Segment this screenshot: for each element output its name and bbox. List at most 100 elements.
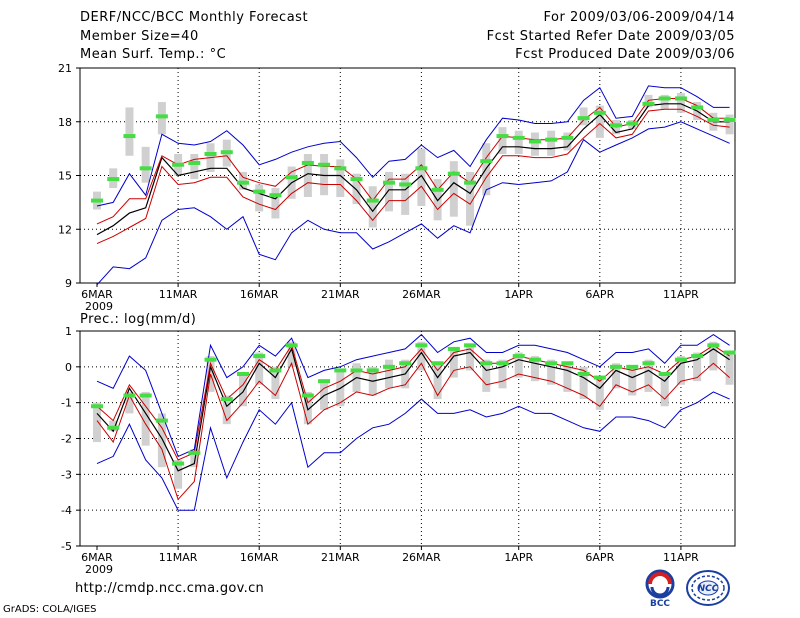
prec-spread-box bbox=[384, 359, 393, 389]
prec-y-tick-label: -2 bbox=[61, 433, 72, 446]
prec-forecast-marker bbox=[301, 393, 314, 398]
chart-title: DERF/NCC/BCC Monthly Forecast bbox=[80, 10, 309, 25]
prec-forecast-marker bbox=[269, 368, 282, 373]
prec-spread-box bbox=[563, 363, 572, 392]
prec-forecast-marker bbox=[204, 357, 217, 362]
temp-spread-box bbox=[595, 105, 604, 138]
temp-forecast-marker bbox=[447, 171, 460, 176]
temp-forecast-marker bbox=[626, 121, 639, 126]
prec-spread-box bbox=[125, 391, 134, 414]
prec-spread-box bbox=[466, 345, 475, 371]
temp-spread-box bbox=[384, 171, 393, 212]
temp-spread-box bbox=[336, 159, 345, 197]
temp-spread-box bbox=[660, 94, 669, 110]
temp-spread-box bbox=[320, 154, 329, 196]
prec-forecast-marker bbox=[723, 350, 736, 355]
temp-spread-box bbox=[676, 93, 685, 113]
temp-forecast-marker bbox=[545, 137, 558, 142]
temp-forecast-marker bbox=[674, 96, 687, 101]
temp-spread-box bbox=[271, 188, 280, 219]
temp-forecast-marker bbox=[155, 114, 168, 119]
prec-forecast-marker bbox=[285, 343, 298, 348]
temp-spread-box bbox=[547, 130, 556, 156]
prec-spread-box bbox=[498, 359, 507, 389]
prec-forecast-marker bbox=[447, 346, 460, 351]
prec-forecast-marker bbox=[188, 450, 201, 455]
temp-upper-red-line bbox=[96, 98, 730, 225]
temp-spread-box bbox=[530, 132, 539, 156]
prec-y-tick-label: 1 bbox=[65, 325, 72, 338]
temperature-panel-title: Mean Surf. Temp.: °C bbox=[80, 47, 227, 62]
prec-forecast-marker bbox=[220, 397, 233, 402]
temp-forecast-marker bbox=[415, 166, 428, 171]
prec-spread-box bbox=[287, 341, 296, 367]
prec-spread-box bbox=[579, 366, 588, 400]
prec-spread-box bbox=[676, 356, 685, 385]
temp-forecast-marker bbox=[188, 160, 201, 165]
temp-x-tick-label: 21MAR bbox=[321, 288, 360, 301]
prec-x-tick-label: 1APR bbox=[504, 551, 533, 564]
temp-forecast-marker bbox=[577, 116, 590, 121]
grads-credit: GrADS: COLA/IGES bbox=[3, 604, 97, 615]
prec-forecast-marker bbox=[334, 368, 347, 373]
prec-spread-box bbox=[660, 374, 669, 407]
prec-forecast-marker bbox=[318, 379, 331, 384]
member-size-label: Member Size=40 bbox=[80, 29, 199, 44]
prec-spread-box bbox=[190, 449, 199, 468]
prec-spread-box bbox=[612, 363, 621, 389]
temp-x-tick-label: 11MAR bbox=[159, 288, 198, 301]
temp-ensemble-mean-line bbox=[96, 103, 730, 236]
prec-x-tick-label: 6APR bbox=[585, 551, 614, 564]
prec-spread-box bbox=[238, 374, 247, 407]
prec-lower-red-line bbox=[96, 361, 730, 501]
temp-forecast-marker bbox=[480, 159, 493, 164]
temp-max-envelope-line bbox=[96, 85, 730, 207]
prec-forecast-marker bbox=[642, 361, 655, 366]
temp-forecast-marker bbox=[236, 180, 249, 185]
temp-forecast-marker bbox=[91, 198, 103, 203]
prec-forecast-marker bbox=[577, 372, 590, 376]
prec-forecast-marker bbox=[253, 354, 266, 359]
temp-forecast-marker bbox=[496, 134, 509, 139]
temp-forecast-marker bbox=[642, 101, 655, 106]
temp-spread-box bbox=[255, 184, 264, 212]
prec-spread-box bbox=[595, 377, 604, 410]
forecast-produced-date-label: Fcst Produced Date 2009/03/06 bbox=[515, 47, 735, 62]
temp-forecast-marker bbox=[107, 177, 120, 182]
temp-spread-box bbox=[498, 127, 507, 154]
prec-forecast-marker bbox=[123, 393, 136, 398]
temp-x-tick-label: 16MAR bbox=[240, 288, 279, 301]
prec-spread-box bbox=[482, 359, 491, 392]
prec-spread-box bbox=[709, 341, 718, 371]
prec-y-tick-label: 0 bbox=[65, 361, 72, 374]
prec-forecast-marker bbox=[707, 343, 720, 348]
temp-forecast-marker bbox=[285, 175, 298, 180]
prec-forecast-marker bbox=[674, 357, 687, 362]
temp-year-label: 2009 bbox=[85, 300, 113, 313]
temp-forecast-marker bbox=[382, 180, 395, 185]
temp-forecast-marker bbox=[512, 135, 525, 140]
temp-forecast-marker bbox=[139, 166, 152, 171]
temp-panel: 9 12 15 18 21 6MAR 11MAR 16MAR 21MAR 26MAR 1APR 6AP… bbox=[58, 62, 736, 313]
prec-x-tick-label: 6MAR bbox=[81, 551, 113, 564]
prec-spread-box bbox=[271, 366, 280, 400]
prec-forecast-marker bbox=[545, 361, 558, 366]
prec-spread-box bbox=[417, 341, 426, 371]
prec-y-tick-label: -3 bbox=[61, 468, 72, 481]
prec-spread-box bbox=[725, 352, 734, 385]
source-url[interactable]: http://cmdp.ncc.cma.gov.cn bbox=[75, 581, 265, 596]
prec-ensemble-mean-line bbox=[96, 347, 730, 472]
temp-forecast-marker bbox=[658, 96, 671, 101]
temp-lower-red-line bbox=[96, 108, 730, 245]
temp-forecast-marker bbox=[528, 139, 541, 144]
prec-spread-box bbox=[530, 356, 539, 382]
prec-x-tick-label: 11MAR bbox=[159, 551, 198, 564]
prec-forecast-marker bbox=[691, 354, 704, 359]
temp-forecast-marker bbox=[707, 117, 720, 122]
prec-spread-box bbox=[222, 395, 231, 425]
temp-spread-box bbox=[417, 148, 426, 206]
temp-x-tick-label: 11APR bbox=[663, 288, 699, 301]
temp-forecast-marker bbox=[350, 177, 363, 182]
